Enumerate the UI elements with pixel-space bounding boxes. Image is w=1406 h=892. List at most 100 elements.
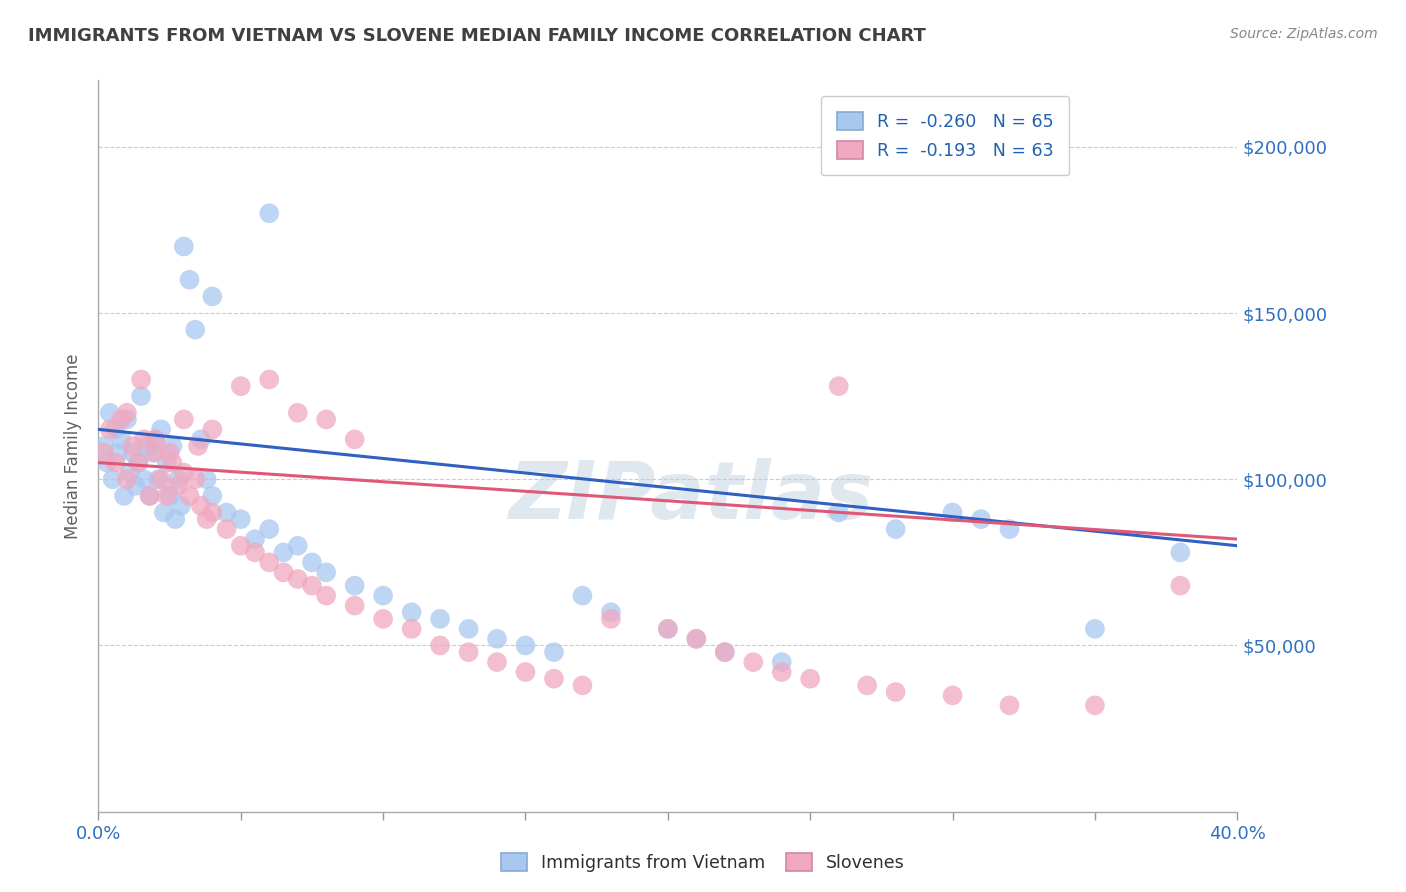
Point bbox=[201, 489, 224, 503]
Point bbox=[98, 406, 121, 420]
Point bbox=[138, 489, 160, 503]
Point bbox=[96, 456, 118, 470]
Point bbox=[162, 456, 184, 470]
Legend: R =  -0.260   N = 65, R =  -0.193   N = 63: R = -0.260 N = 65, R = -0.193 N = 63 bbox=[821, 96, 1069, 176]
Point bbox=[110, 412, 132, 426]
Point bbox=[150, 422, 173, 436]
Point bbox=[259, 206, 281, 220]
Point bbox=[110, 433, 132, 447]
Point bbox=[243, 545, 266, 559]
Point bbox=[156, 489, 179, 503]
Point bbox=[127, 456, 149, 470]
Point bbox=[543, 645, 565, 659]
Point bbox=[657, 622, 679, 636]
Point bbox=[942, 689, 965, 703]
Point bbox=[179, 489, 201, 503]
Point bbox=[828, 506, 851, 520]
Point bbox=[571, 589, 593, 603]
Point bbox=[373, 612, 395, 626]
Point bbox=[101, 472, 124, 486]
Text: ZIPatlas: ZIPatlas bbox=[508, 458, 873, 536]
Point bbox=[571, 678, 593, 692]
Point bbox=[343, 579, 366, 593]
Point bbox=[828, 379, 851, 393]
Point bbox=[742, 655, 765, 669]
Point bbox=[457, 622, 479, 636]
Point bbox=[301, 555, 323, 569]
Point bbox=[93, 439, 115, 453]
Point bbox=[201, 422, 224, 436]
Point bbox=[159, 445, 181, 459]
Point bbox=[486, 655, 509, 669]
Point bbox=[138, 489, 160, 503]
Point bbox=[884, 685, 907, 699]
Point bbox=[148, 472, 170, 486]
Point bbox=[112, 489, 135, 503]
Point bbox=[215, 522, 238, 536]
Point bbox=[401, 622, 423, 636]
Point bbox=[1170, 579, 1192, 593]
Point bbox=[315, 412, 337, 426]
Point bbox=[856, 678, 879, 692]
Point bbox=[287, 406, 309, 420]
Point bbox=[515, 639, 537, 653]
Text: Source: ZipAtlas.com: Source: ZipAtlas.com bbox=[1230, 27, 1378, 41]
Point bbox=[343, 433, 366, 447]
Point bbox=[600, 612, 623, 626]
Point bbox=[150, 472, 173, 486]
Point bbox=[543, 672, 565, 686]
Point bbox=[259, 555, 281, 569]
Point bbox=[273, 566, 295, 580]
Y-axis label: Median Family Income: Median Family Income bbox=[65, 353, 83, 539]
Point bbox=[167, 472, 190, 486]
Point bbox=[173, 239, 195, 253]
Point bbox=[167, 479, 190, 493]
Point bbox=[799, 672, 821, 686]
Point bbox=[165, 512, 187, 526]
Point bbox=[229, 379, 252, 393]
Point bbox=[301, 579, 323, 593]
Point bbox=[215, 506, 238, 520]
Point bbox=[942, 506, 965, 520]
Point bbox=[1084, 622, 1107, 636]
Point bbox=[685, 632, 707, 646]
Point bbox=[121, 439, 143, 453]
Point bbox=[657, 622, 679, 636]
Point bbox=[229, 512, 252, 526]
Point bbox=[201, 506, 224, 520]
Point bbox=[107, 445, 129, 459]
Point bbox=[884, 522, 907, 536]
Point bbox=[401, 605, 423, 619]
Point bbox=[145, 445, 167, 459]
Point bbox=[486, 632, 509, 646]
Point bbox=[998, 698, 1021, 713]
Text: IMMIGRANTS FROM VIETNAM VS SLOVENE MEDIAN FAMILY INCOME CORRELATION CHART: IMMIGRANTS FROM VIETNAM VS SLOVENE MEDIA… bbox=[28, 27, 927, 45]
Point bbox=[184, 323, 207, 337]
Point bbox=[1170, 545, 1192, 559]
Point bbox=[159, 489, 181, 503]
Point bbox=[287, 539, 309, 553]
Point bbox=[714, 645, 737, 659]
Point bbox=[259, 372, 281, 386]
Point bbox=[98, 422, 121, 436]
Point bbox=[135, 439, 157, 453]
Point bbox=[315, 566, 337, 580]
Point bbox=[104, 456, 127, 470]
Point bbox=[1084, 698, 1107, 713]
Point bbox=[714, 645, 737, 659]
Point bbox=[124, 479, 146, 493]
Point bbox=[104, 422, 127, 436]
Point bbox=[141, 445, 163, 459]
Point bbox=[515, 665, 537, 679]
Point bbox=[187, 439, 209, 453]
Legend: Immigrants from Vietnam, Slovenes: Immigrants from Vietnam, Slovenes bbox=[494, 847, 912, 879]
Point bbox=[129, 372, 152, 386]
Point bbox=[201, 289, 224, 303]
Point bbox=[162, 439, 184, 453]
Point bbox=[127, 456, 149, 470]
Point bbox=[243, 532, 266, 546]
Point bbox=[195, 512, 218, 526]
Point bbox=[121, 445, 143, 459]
Point bbox=[132, 433, 155, 447]
Point bbox=[190, 499, 212, 513]
